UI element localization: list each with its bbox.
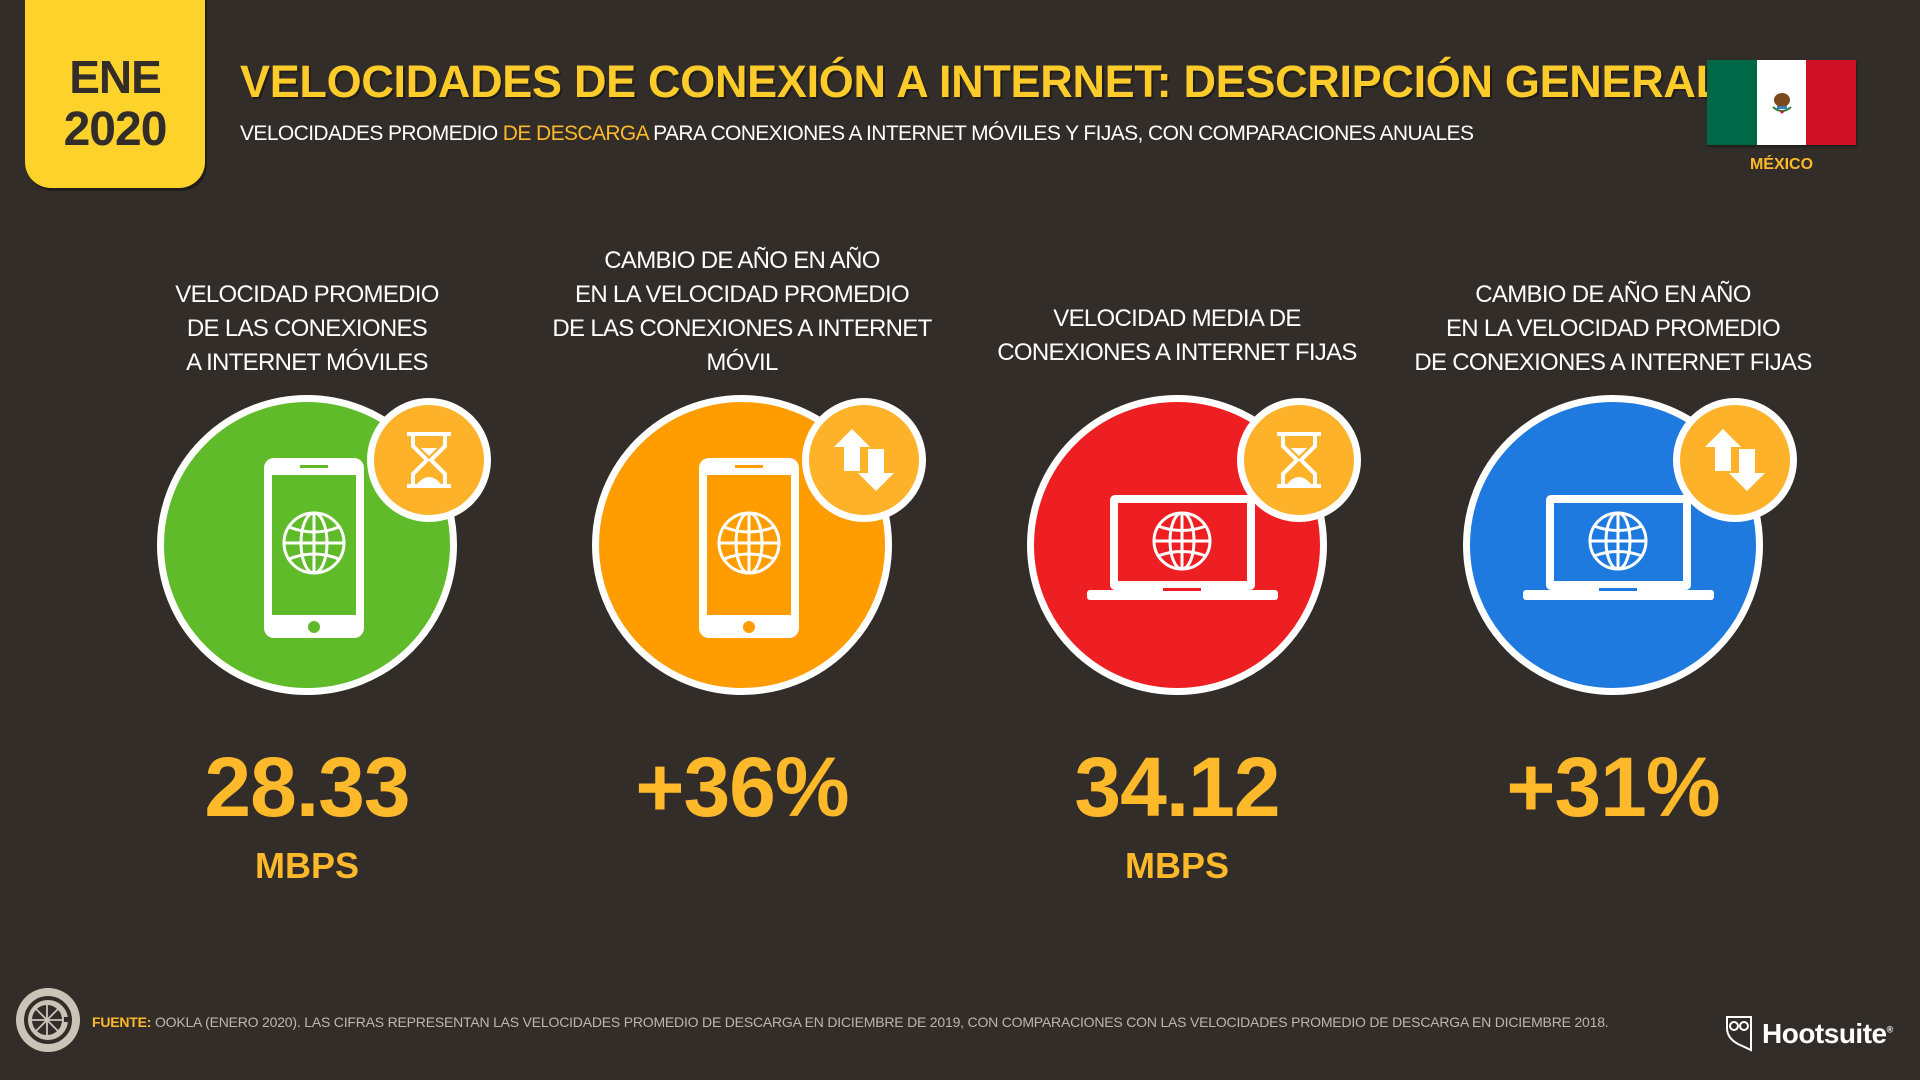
- mexico-flag-icon: [1707, 60, 1857, 145]
- metric-mobile-change: CAMBIO DE AÑO EN AÑO EN LA VELOCIDAD PRO…: [522, 0, 962, 1080]
- registered-mark: ®: [1886, 1024, 1894, 1035]
- subtitle-pre: VELOCIDADES PROMEDIO: [240, 122, 503, 145]
- flag-green-stripe: [1707, 60, 1757, 145]
- coat-of-arms-icon: [1771, 92, 1792, 113]
- metric-label: VELOCIDAD PROMEDIO DE LAS CONEXIONES A I…: [87, 280, 527, 380]
- source-text: OOKLA (ENERO 2020). LAS CIFRAS REPRESENT…: [151, 1014, 1609, 1030]
- metric-unit: MBPS: [1124, 845, 1229, 886]
- page-title: VELOCIDADES DE CONEXIÓN A INTERNET: DESC…: [240, 56, 1723, 107]
- metric-label: VELOCIDAD MEDIA DE CONEXIONES A INTERNET…: [957, 280, 1397, 380]
- source-label: FUENTE:: [92, 1014, 152, 1030]
- hourglass-icon: [407, 432, 451, 488]
- date-month: ENE: [69, 51, 162, 103]
- metric-icon-group: [1463, 395, 1797, 695]
- metric-icon-group: [1027, 395, 1361, 695]
- owl-icon: [1726, 1016, 1752, 1052]
- arrows-badge: [802, 398, 926, 522]
- up-down-arrows-icon: [834, 429, 894, 491]
- up-down-arrows-icon: [1705, 429, 1765, 491]
- date-year: 2020: [63, 103, 168, 156]
- flag-white-stripe: [1756, 60, 1807, 145]
- smartphone-globe-icon: [699, 458, 799, 638]
- laptop-globe-icon: [1523, 495, 1714, 600]
- flag-red-stripe: [1806, 60, 1857, 145]
- hootsuite-logo: Hootsuite®: [1724, 1014, 1893, 1054]
- metric-value: +31%: [1506, 740, 1720, 834]
- metric-fixed-change: CAMBIO DE AÑO EN AÑO EN LA VELOCIDAD PRO…: [1393, 0, 1833, 1080]
- hourglass-badge: [1237, 398, 1361, 522]
- label-line: DE LAS CONEXIONES A INTERNET MÓVIL: [552, 315, 932, 376]
- smartphone-globe-icon: [264, 458, 364, 638]
- label-line: CAMBIO DE AÑO EN AÑO: [604, 247, 880, 274]
- metric-unit: MBPS: [254, 845, 359, 886]
- arrows-badge: [1673, 398, 1797, 522]
- metric-label: CAMBIO DE AÑO EN AÑO EN LA VELOCIDAD PRO…: [1393, 280, 1833, 380]
- label-line: VELOCIDAD PROMEDIO: [175, 281, 439, 308]
- brand-name: Hootsuite: [1762, 1018, 1887, 1049]
- label-line: A INTERNET MÓVILES: [186, 349, 428, 376]
- wheel-logo-icon: [16, 988, 80, 1052]
- hourglass-icon: [1277, 432, 1321, 488]
- laptop-globe-icon: [1087, 495, 1278, 600]
- label-line: VELOCIDAD MEDIA DE: [1053, 305, 1301, 332]
- subtitle-post: PARA CONEXIONES A INTERNET MÓVILES Y FIJ…: [647, 122, 1474, 145]
- source-note: FUENTE: OOKLA (ENERO 2020). LAS CIFRAS R…: [92, 1014, 1609, 1030]
- metric-value: 28.33: [204, 740, 410, 834]
- hourglass-badge: [367, 398, 491, 522]
- page-subtitle: VELOCIDADES PROMEDIO DE DESCARGA PARA CO…: [240, 122, 1474, 146]
- date-badge: ENE 2020: [25, 0, 205, 188]
- metric-fixed-speed: VELOCIDAD MEDIA DE CONEXIONES A INTERNET…: [957, 0, 1397, 1080]
- metric-icon-group: [157, 395, 491, 695]
- label-line: EN LA VELOCIDAD PROMEDIO: [1446, 315, 1781, 342]
- label-line: EN LA VELOCIDAD PROMEDIO: [575, 281, 910, 308]
- metric-icon-group: [592, 395, 926, 695]
- label-line: DE CONEXIONES A INTERNET FIJAS: [1414, 349, 1812, 376]
- label-line: CONEXIONES A INTERNET FIJAS: [997, 339, 1357, 366]
- metric-label: CAMBIO DE AÑO EN AÑO EN LA VELOCIDAD PRO…: [522, 247, 962, 380]
- country-label: MÉXICO: [1749, 156, 1814, 173]
- metric-value: 34.12: [1074, 740, 1280, 834]
- metric-mobile-speed: VELOCIDAD PROMEDIO DE LAS CONEXIONES A I…: [87, 0, 527, 1080]
- subtitle-highlight: DE DESCARGA: [502, 122, 649, 145]
- label-line: CAMBIO DE AÑO EN AÑO: [1475, 281, 1751, 308]
- label-line: DE LAS CONEXIONES: [186, 315, 428, 342]
- metric-value: +36%: [635, 740, 849, 834]
